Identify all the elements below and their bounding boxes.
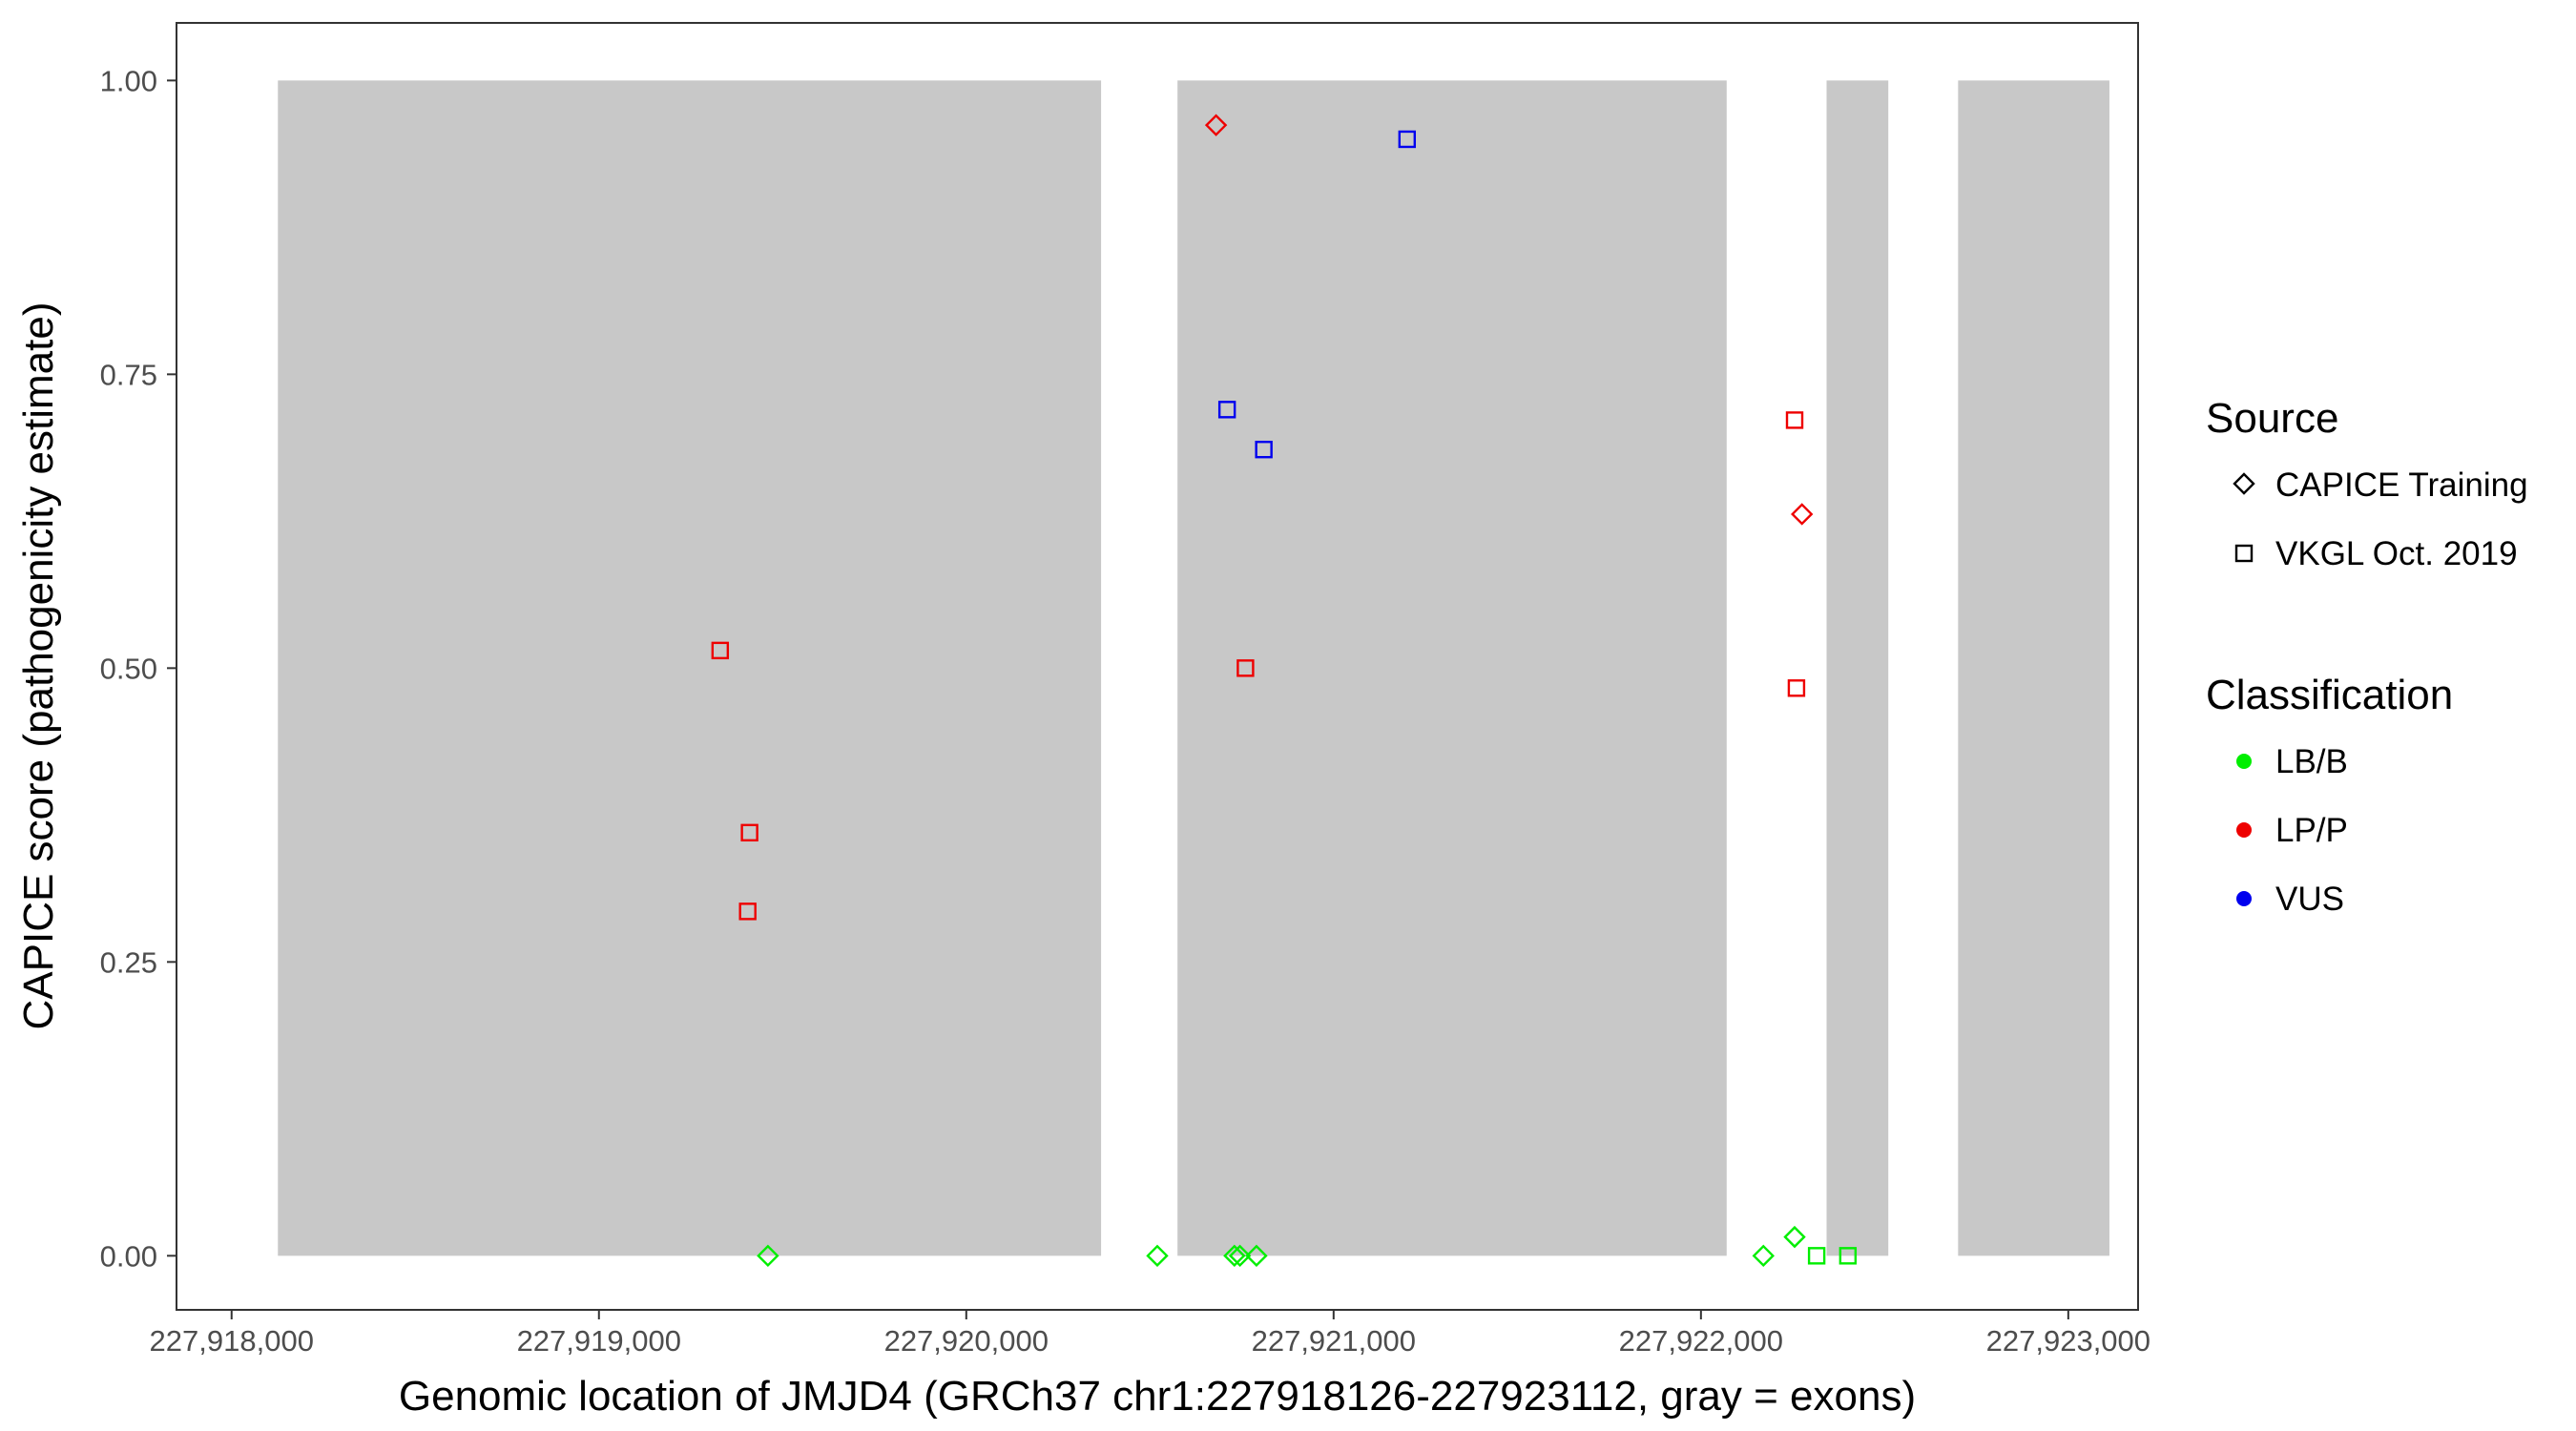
data-point-square-2 — [740, 823, 758, 842]
data-point-diamond-14 — [1752, 1244, 1775, 1268]
y-axis-title: CAPICE score (pathogenicity estimate) — [15, 302, 62, 1030]
legend-diamond-key — [2233, 472, 2255, 495]
x-tick-label: 227,921,000 — [1252, 1324, 1416, 1358]
legend-classification: Classification LB/B LP/P VUS — [2206, 672, 2453, 918]
data-point-square-7 — [1217, 401, 1236, 419]
legend-source-label-vkgl: VKGL Oct. 2019 — [2275, 535, 2518, 572]
data-point-square-18 — [1787, 679, 1806, 697]
y-tick-label: 0.25 — [100, 945, 157, 979]
y-tick-label: 1.00 — [100, 64, 157, 97]
exon-band-3 — [1826, 80, 1889, 1256]
data-point-square-19 — [1807, 1247, 1826, 1265]
x-tick-label: 227,920,000 — [884, 1324, 1049, 1358]
x-axis: 227,918,000 227,919,000 227,920,000 227,921… — [150, 1310, 2150, 1358]
y-tick-label: 0.00 — [100, 1239, 157, 1273]
legend-dot-vus — [2236, 891, 2252, 906]
legend-source-label-capice: CAPICE Training — [2275, 467, 2528, 504]
data-point-square-3 — [738, 902, 757, 921]
x-tick-label: 227,923,000 — [1986, 1324, 2150, 1358]
data-point-square-13 — [1398, 130, 1417, 149]
x-axis-title: Genomic location of JMJD4 (GRCh37 chr1:2… — [399, 1373, 1916, 1420]
data-point-diamond-10 — [1223, 1244, 1246, 1268]
y-tick-label: 0.75 — [100, 358, 157, 391]
data-point-diamond-5 — [1146, 1244, 1169, 1268]
exon-band-1 — [278, 80, 1102, 1256]
x-tick-label: 227,918,000 — [150, 1324, 314, 1358]
exon-band-2 — [1177, 80, 1727, 1256]
legend-classification-label-lpp: LP/P — [2275, 812, 2348, 849]
data-point-diamond-17 — [1791, 503, 1814, 526]
legend-square-key — [2234, 544, 2254, 563]
legend-dot-lbb — [2236, 754, 2252, 769]
data-point-diamond-4 — [757, 1244, 779, 1268]
data-point-square-9 — [1255, 441, 1273, 459]
legend-classification-label-lbb: LB/B — [2275, 743, 2348, 780]
data-point-diamond-12 — [1245, 1244, 1268, 1268]
exon-bands — [278, 80, 2109, 1256]
y-axis: 0.00 0.25 0.50 0.75 1.00 — [100, 64, 177, 1273]
data-point-diamond-15 — [1783, 1225, 1806, 1249]
plot-panel-border — [176, 22, 2139, 1311]
data-point-square-8 — [1236, 659, 1255, 677]
legend-classification-label-vus: VUS — [2275, 881, 2344, 918]
data-point-square-16 — [1785, 411, 1804, 429]
legend-source-title: Source — [2206, 395, 2338, 442]
data-point-diamond-6 — [1204, 114, 1228, 136]
y-tick-label: 0.50 — [100, 652, 157, 685]
legend-source: Source CAPICE Training VKGL Oct. 2019 — [2206, 395, 2528, 572]
data-point-square-20 — [1839, 1247, 1858, 1265]
legend-dot-lpp — [2236, 822, 2252, 838]
x-tick-label: 227,919,000 — [517, 1324, 681, 1358]
data-point-diamond-11 — [1228, 1244, 1252, 1268]
data-point-square-1 — [711, 641, 730, 660]
legend-classification-title: Classification — [2206, 672, 2453, 718]
exon-band-4 — [1958, 80, 2109, 1256]
data-points — [711, 114, 1858, 1268]
x-tick-label: 227,922,000 — [1619, 1324, 1783, 1358]
